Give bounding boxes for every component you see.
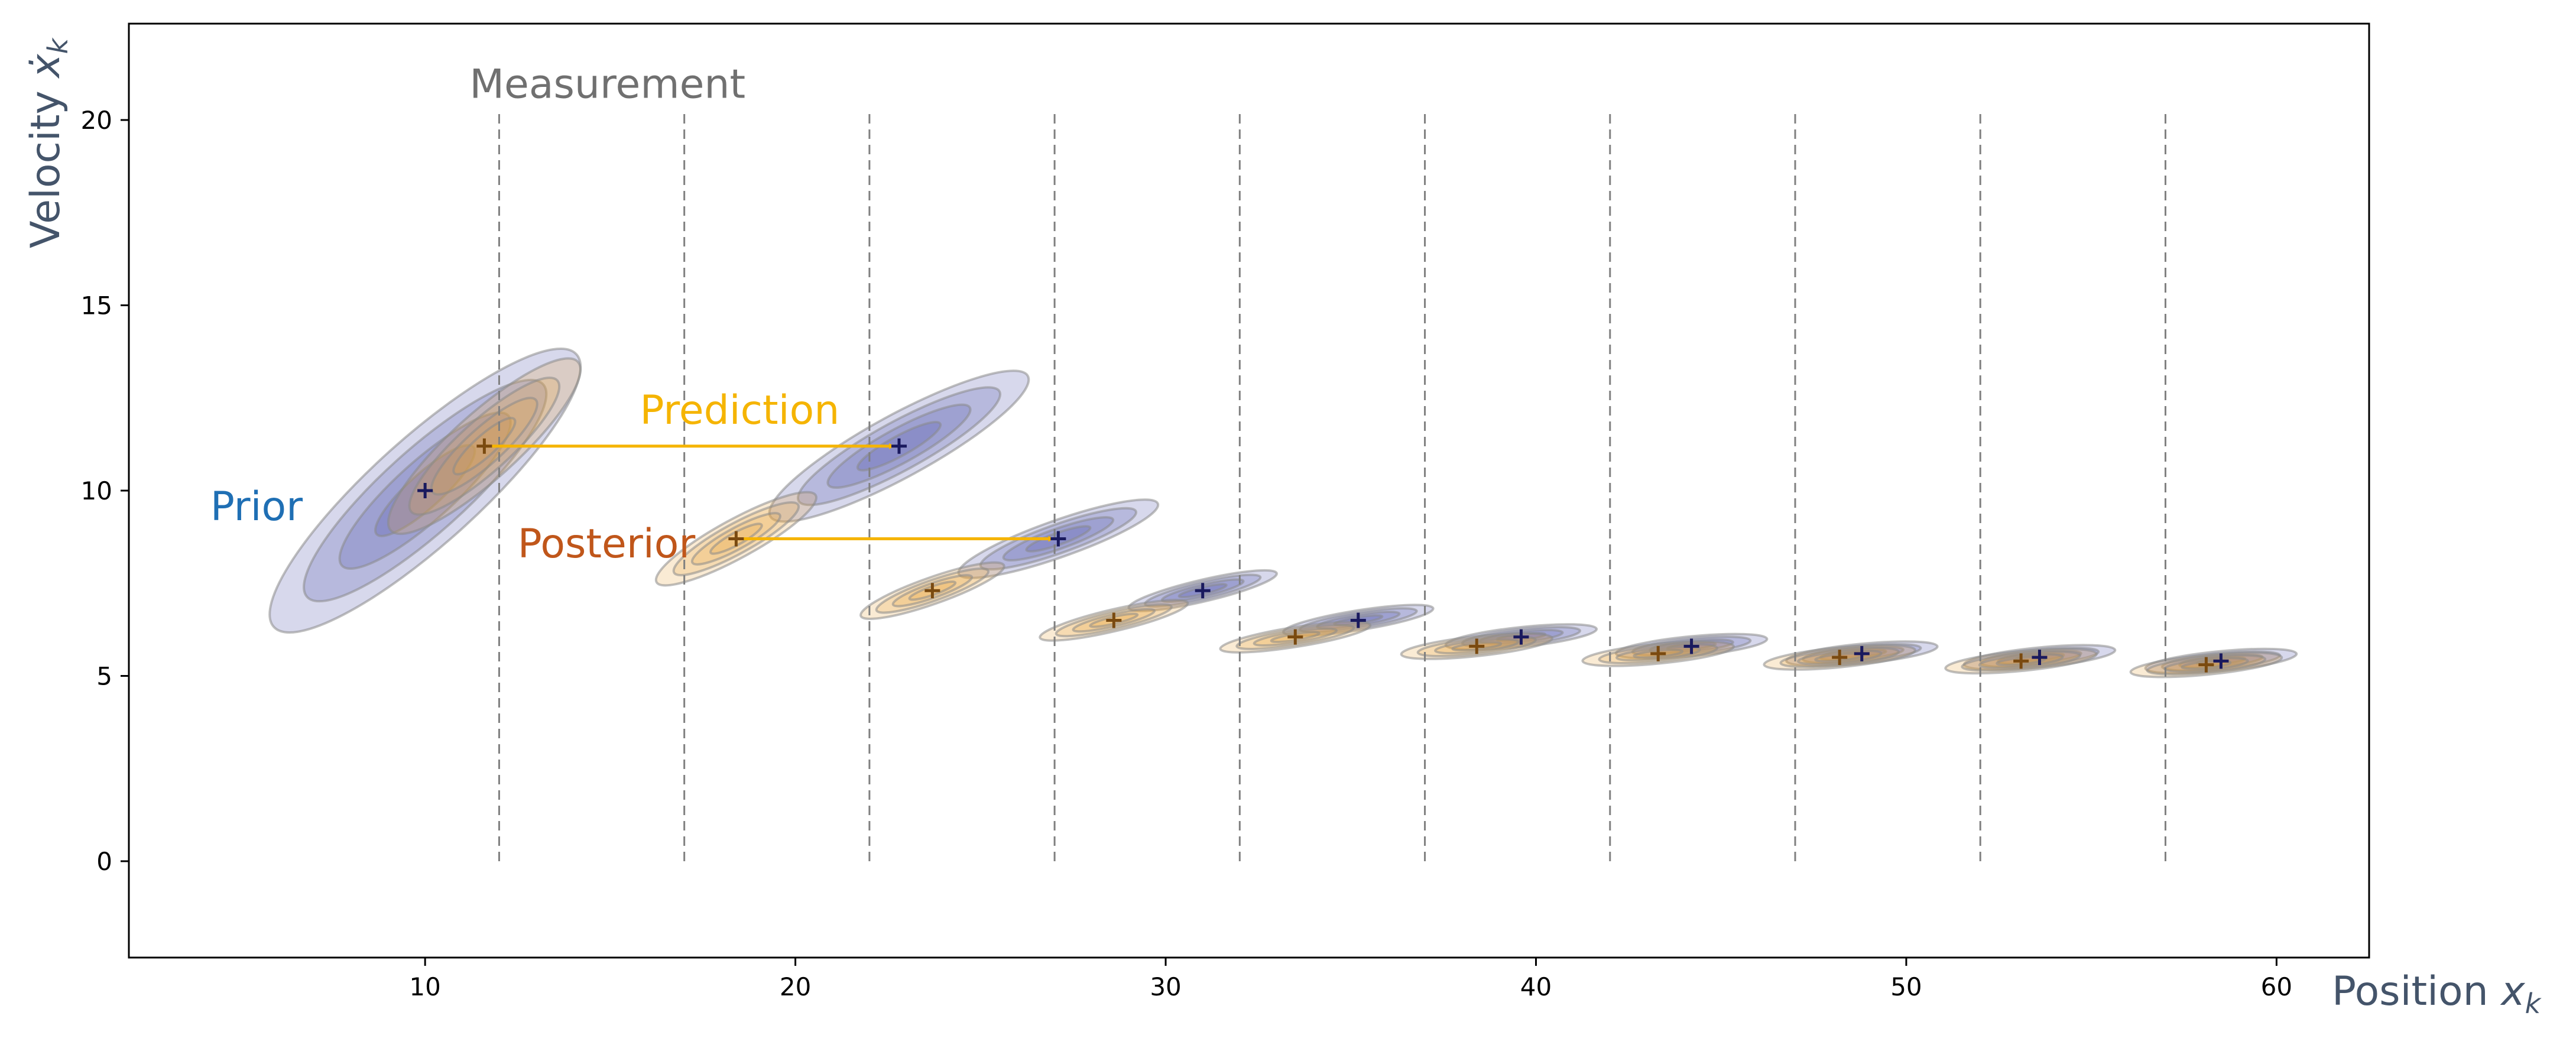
y-tick-label-1: 5 [96,661,112,690]
measurement-label: Measurement [469,61,745,108]
x-tick-label-2: 30 [1150,972,1181,1001]
axes: 10 20 30 40 50 60 0 5 10 15 20 [81,106,2293,1001]
prior-point-0 [417,483,433,498]
posterior-point-4 [1287,629,1303,645]
posterior-point-1 [728,531,744,547]
posterior-point-2 [924,583,940,599]
posterior-point-3 [1106,612,1122,628]
x-tick-label-3: 40 [1520,972,1552,1001]
x-tick-label-0: 10 [409,972,440,1001]
posterior-point-7 [1832,650,1848,666]
state-markers [417,438,2229,673]
x-tick-label-4: 50 [1890,972,1922,1001]
y-tick-label-0: 0 [96,847,112,876]
x-axis-title-base: Position [2332,968,2501,1015]
prior-point-5 [1513,629,1529,645]
y-tick-label-4: 20 [81,106,112,135]
x-axis-title: Position xk [2332,968,2542,1020]
y-axis-title: Velocity ẋk [22,37,74,248]
y-axis-title-sub: k [42,37,74,54]
prior-point-1 [891,438,907,454]
x-tick-label-5: 60 [2261,972,2292,1001]
y-tick-label-3: 15 [81,291,112,320]
posterior-point-9 [2198,657,2214,673]
prior-point-8 [2032,650,2048,666]
posterior-point-8 [2013,653,2029,669]
measurement-lines [498,109,2166,861]
x-tick-label-1: 20 [780,972,811,1001]
prediction-arrows [484,443,1055,542]
prior-point-6 [1683,638,1699,654]
x-axis-title-sub: k [2525,988,2542,1020]
posterior-point-0 [476,438,492,454]
y-axis-title-var: ẋ [22,54,69,79]
y-tick-label-2: 10 [81,476,112,505]
uncertainty-ellipses [268,348,2298,679]
prior-point-7 [1854,645,1870,661]
y-axis-title-base: Velocity [22,78,69,248]
prior-point-9 [2213,653,2229,669]
x-axis-title-var: x [2500,968,2525,1015]
prior-point-4 [1350,612,1366,628]
prediction-label: Prediction [640,387,839,434]
prior-point-2 [1050,531,1066,547]
posterior-point-5 [1469,638,1485,654]
posterior-point-6 [1650,645,1666,661]
posterior-label: Posterior [518,521,696,567]
prior-point-3 [1195,583,1211,599]
prior-label: Prior [210,484,303,530]
